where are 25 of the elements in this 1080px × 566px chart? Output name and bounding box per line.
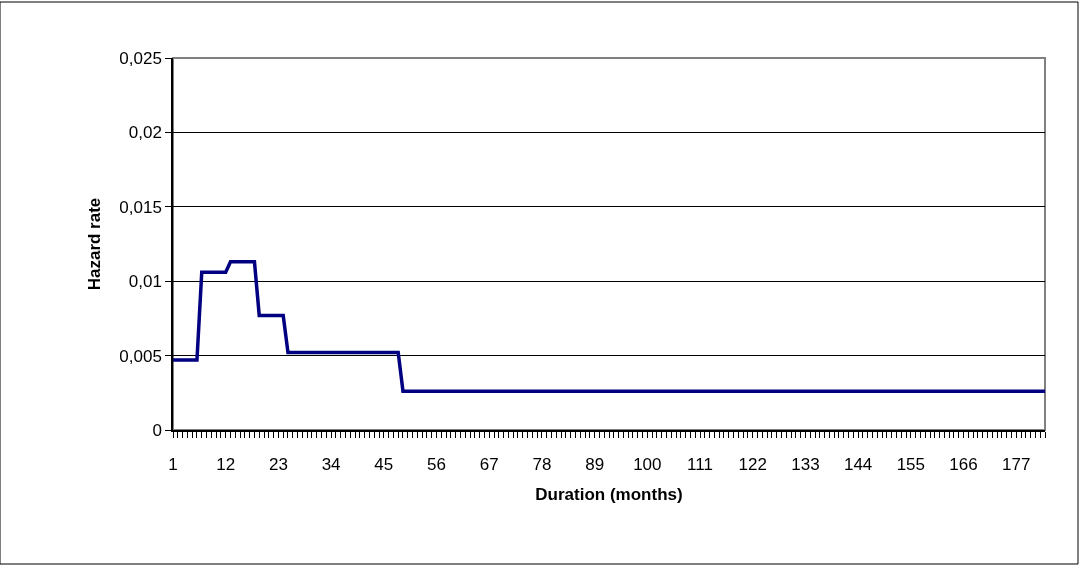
- x-tick-label: 122: [738, 455, 767, 475]
- x-tick-label: 23: [268, 455, 288, 475]
- x-tick-label: 100: [633, 455, 662, 475]
- x-tick-label: 45: [374, 455, 394, 475]
- x-tick-label: 1: [168, 455, 178, 475]
- x-tick-label: 177: [1002, 455, 1031, 475]
- x-tick-label: 111: [687, 455, 713, 475]
- y-axis-title: Hazard rate: [85, 197, 105, 291]
- x-tick-label: 89: [585, 455, 605, 475]
- x-tick-label: 78: [532, 455, 552, 475]
- y-tick-label: 0: [152, 420, 162, 440]
- x-tick-label: 133: [791, 455, 820, 475]
- y-tick-label: 0,02: [128, 123, 162, 143]
- x-tick-label: 12: [216, 455, 236, 475]
- x-tick-label: 155: [896, 455, 926, 475]
- y-tick-label: 0,005: [119, 346, 162, 366]
- x-tick-label: 56: [427, 455, 446, 475]
- x-tick-label: 67: [479, 455, 499, 475]
- x-tick-label: 34: [321, 455, 341, 475]
- x-tick-label: 166: [949, 455, 978, 475]
- y-tick-label: 0,01: [128, 272, 162, 292]
- x-tick-label: 144: [843, 455, 873, 475]
- y-tick-label: 0,025: [119, 48, 162, 68]
- x-axis-title: Duration (months): [535, 485, 683, 505]
- y-tick-label: 0,015: [119, 197, 162, 217]
